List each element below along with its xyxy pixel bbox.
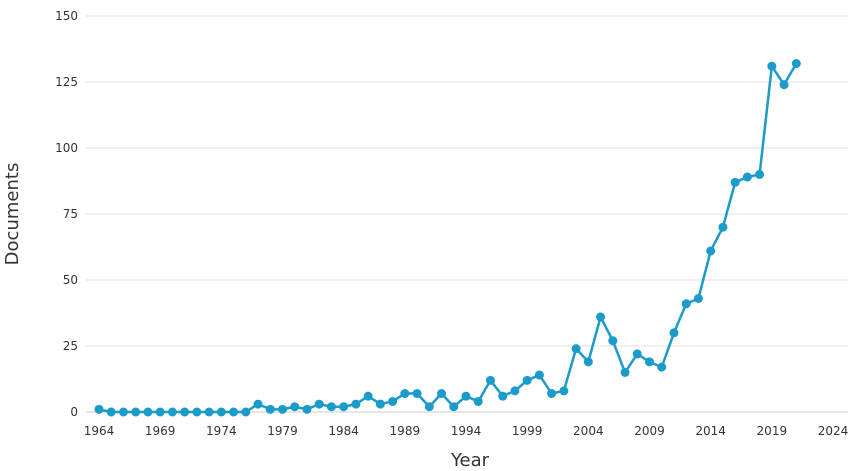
x-tick-label: 2004 bbox=[573, 424, 604, 438]
data-point[interactable] bbox=[118, 407, 128, 417]
x-tick-label: 2024 bbox=[818, 424, 849, 438]
data-point[interactable] bbox=[583, 357, 593, 367]
data-point[interactable] bbox=[693, 293, 703, 303]
data-point[interactable] bbox=[204, 407, 214, 417]
data-point[interactable] bbox=[424, 402, 434, 412]
y-tick-label: 75 bbox=[63, 207, 78, 221]
data-point[interactable] bbox=[498, 391, 508, 401]
data-point[interactable] bbox=[449, 402, 459, 412]
data-point[interactable] bbox=[559, 386, 569, 396]
data-point[interactable] bbox=[510, 386, 520, 396]
data-point[interactable] bbox=[596, 312, 606, 322]
data-point[interactable] bbox=[412, 389, 422, 399]
data-point[interactable] bbox=[730, 177, 740, 187]
data-point[interactable] bbox=[363, 391, 373, 401]
x-tick-label: 1969 bbox=[145, 424, 176, 438]
x-tick-label: 2019 bbox=[757, 424, 788, 438]
y-tick-label: 125 bbox=[55, 75, 78, 89]
data-point[interactable] bbox=[229, 407, 239, 417]
data-point[interactable] bbox=[314, 399, 324, 409]
data-point[interactable] bbox=[485, 375, 495, 385]
series-line bbox=[97, 62, 798, 414]
data-point[interactable] bbox=[547, 389, 557, 399]
data-point[interactable] bbox=[326, 402, 336, 412]
data-point[interactable] bbox=[632, 349, 642, 359]
data-point[interactable] bbox=[192, 407, 202, 417]
y-tick-label: 50 bbox=[63, 273, 78, 287]
data-point[interactable] bbox=[681, 299, 691, 309]
data-point[interactable] bbox=[522, 375, 532, 385]
x-tick-label: 1999 bbox=[512, 424, 543, 438]
data-point[interactable] bbox=[375, 399, 385, 409]
data-point[interactable] bbox=[657, 362, 667, 372]
x-axis-ticks: 1964 1969 1974 1979 1984 1989 1994 1999 2004 2009… bbox=[84, 424, 849, 438]
data-point[interactable] bbox=[290, 402, 300, 412]
data-point[interactable] bbox=[180, 407, 190, 417]
data-point[interactable] bbox=[742, 172, 752, 182]
series-documents bbox=[94, 59, 801, 417]
data-point[interactable] bbox=[302, 404, 312, 414]
data-point[interactable] bbox=[645, 357, 654, 367]
data-point[interactable] bbox=[779, 80, 789, 90]
y-tick-label: 150 bbox=[55, 9, 78, 23]
data-point[interactable] bbox=[106, 407, 116, 417]
data-point[interactable] bbox=[388, 396, 398, 406]
y-tick-label: 0 bbox=[70, 405, 78, 419]
y-axis-ticks: 0 25 50 75 100 125 150 bbox=[55, 9, 78, 419]
data-point[interactable] bbox=[706, 246, 716, 256]
data-point[interactable] bbox=[534, 370, 544, 380]
x-axis-title: Year bbox=[450, 450, 490, 471]
data-point[interactable] bbox=[767, 61, 777, 71]
x-tick-label: 1994 bbox=[451, 424, 482, 438]
data-point[interactable] bbox=[155, 407, 165, 417]
data-point[interactable] bbox=[473, 396, 483, 406]
gridlines bbox=[86, 15, 848, 413]
y-tick-label: 25 bbox=[63, 339, 78, 353]
y-tick-label: 100 bbox=[55, 141, 78, 155]
data-point[interactable] bbox=[253, 399, 263, 409]
data-point[interactable] bbox=[669, 328, 679, 338]
x-tick-label: 2014 bbox=[695, 424, 726, 438]
data-point[interactable] bbox=[216, 407, 226, 417]
data-point[interactable] bbox=[351, 399, 361, 409]
x-tick-label: 2009 bbox=[634, 424, 665, 438]
data-point[interactable] bbox=[339, 402, 349, 412]
data-point[interactable] bbox=[278, 404, 287, 414]
x-tick-label: 1984 bbox=[328, 424, 359, 438]
data-point[interactable] bbox=[94, 404, 104, 414]
data-point[interactable] bbox=[143, 407, 153, 417]
data-point[interactable] bbox=[461, 391, 471, 401]
data-point[interactable] bbox=[437, 389, 447, 399]
x-tick-label: 1979 bbox=[267, 424, 298, 438]
x-tick-label: 1974 bbox=[206, 424, 237, 438]
data-point[interactable] bbox=[718, 222, 728, 232]
data-point[interactable] bbox=[131, 407, 141, 417]
data-point[interactable] bbox=[620, 367, 630, 377]
data-point[interactable] bbox=[571, 344, 581, 354]
data-point[interactable] bbox=[791, 59, 801, 69]
data-point[interactable] bbox=[265, 404, 275, 414]
y-axis-title: Documents bbox=[2, 163, 23, 266]
data-point[interactable] bbox=[167, 407, 177, 417]
x-tick-label: 1964 bbox=[84, 424, 115, 438]
data-point[interactable] bbox=[608, 336, 618, 346]
x-tick-label: 1989 bbox=[390, 424, 421, 438]
data-point[interactable] bbox=[400, 389, 410, 399]
data-point[interactable] bbox=[241, 407, 251, 417]
data-point[interactable] bbox=[755, 169, 765, 179]
